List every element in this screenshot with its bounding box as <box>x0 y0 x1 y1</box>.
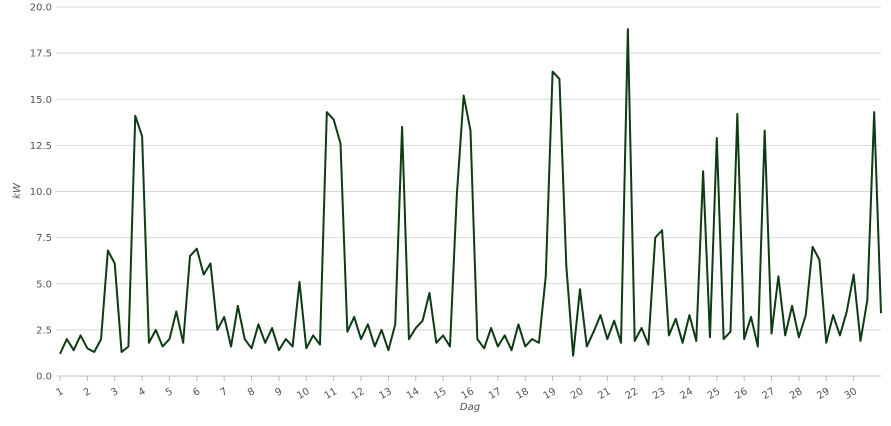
y-tick-label: 0.0 <box>36 372 52 383</box>
x-tick-label: 28 <box>788 386 805 402</box>
x-tick-label: 23 <box>651 386 668 402</box>
x-tick-label: 21 <box>596 386 613 402</box>
x-tick-label: 4 <box>137 386 148 399</box>
x-tick-label: 18 <box>514 386 531 402</box>
x-tick-label: 3 <box>109 386 120 399</box>
x-tick-label: 12 <box>350 386 367 402</box>
y-tick-label: 7.5 <box>36 233 52 244</box>
x-tick-label: 24 <box>678 386 695 402</box>
x-tick-label: 5 <box>164 386 175 399</box>
x-tick-label: 14 <box>405 386 422 402</box>
x-tick-label: 16 <box>459 386 476 402</box>
y-tick-label: 17.5 <box>30 49 52 60</box>
x-tick-label: 2 <box>82 386 93 399</box>
data-line <box>59 28 882 357</box>
x-tick-label: 25 <box>706 386 723 402</box>
x-tick-label: 15 <box>432 386 449 402</box>
x-tick-label: 20 <box>569 386 586 402</box>
y-tick-label: 15.0 <box>30 95 52 106</box>
x-tick-label: 1 <box>54 386 65 399</box>
x-tick-label: 17 <box>487 386 504 402</box>
x-tick-label: 13 <box>377 386 394 402</box>
x-axis-title: Dag <box>460 402 480 413</box>
x-tick-label: 22 <box>624 386 641 402</box>
y-tick-label: 5.0 <box>36 279 52 290</box>
x-tick-label: 27 <box>761 386 778 402</box>
y-axis-title: kW <box>12 182 23 199</box>
y-tick-label: 20.0 <box>30 3 52 14</box>
y-tick-label: 12.5 <box>30 141 52 152</box>
x-tick-label: 7 <box>219 386 230 399</box>
y-tick-label: 2.5 <box>36 325 52 336</box>
x-tick-label: 6 <box>191 386 202 399</box>
x-tick-label: 8 <box>246 386 257 399</box>
x-tick-label: 29 <box>815 386 832 402</box>
x-tick-label: 10 <box>295 386 312 402</box>
x-tick-label: 19 <box>542 386 559 402</box>
x-tick-label: 30 <box>843 386 860 402</box>
x-tick-label: 11 <box>323 386 340 402</box>
x-tick-label: 9 <box>273 386 284 399</box>
y-tick-label: 10.0 <box>30 187 52 198</box>
x-tick-label: 26 <box>733 386 750 402</box>
